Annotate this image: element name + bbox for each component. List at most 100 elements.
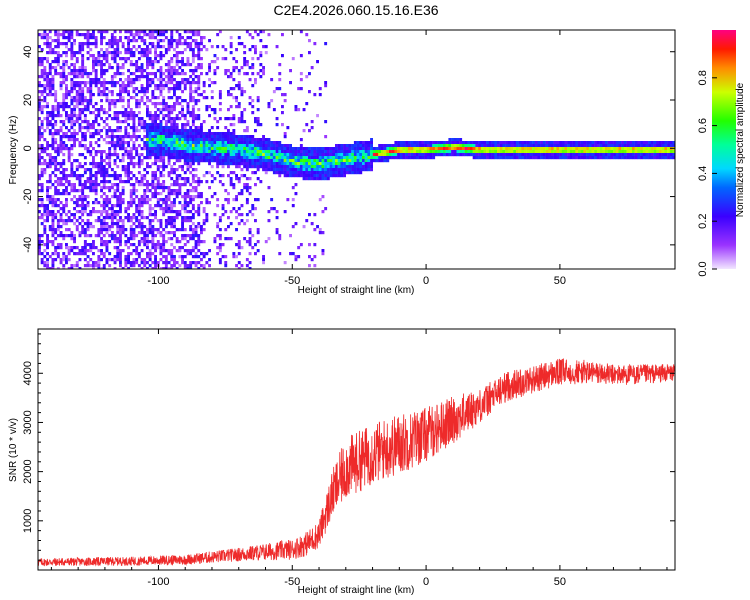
spectrogram-cell [100, 90, 103, 94]
spectrogram-cell [221, 144, 225, 148]
spectrogram-cell [240, 159, 244, 163]
spectrogram-cell [650, 150, 654, 154]
spectrogram-cell [119, 231, 122, 235]
spectrogram-cell [92, 105, 95, 109]
spectrogram-cell [108, 129, 112, 133]
spectrogram-cell [443, 150, 446, 154]
spectrogram-cell [94, 108, 98, 112]
spectrogram-cell [353, 162, 357, 166]
spectrogram-cell [62, 93, 66, 97]
spectrogram-cell [81, 249, 85, 253]
spectrogram-cell [105, 117, 109, 121]
spectrogram-cell [245, 189, 249, 193]
spectrogram-cell [235, 174, 238, 178]
spectrogram-cell [383, 156, 387, 160]
spectrogram-cell [189, 219, 193, 223]
spectrogram-cell [75, 84, 79, 88]
spectrogram-cell [48, 120, 52, 124]
spectrogram-cell [51, 105, 55, 109]
spectrogram-cell [235, 264, 238, 268]
spectrogram-cell [210, 159, 214, 163]
spectrogram-cell [221, 45, 225, 49]
spectrogram-cell [124, 234, 128, 238]
spectrogram-cell [73, 207, 76, 211]
spectrogram-cell [127, 93, 130, 97]
spectrogram-cell [151, 66, 155, 70]
spectrogram-cell [162, 165, 166, 169]
spectrogram-cell [181, 195, 184, 199]
spectrogram-cell [151, 231, 155, 235]
spectrogram-cell [167, 156, 171, 160]
spectrogram-cell [59, 207, 63, 211]
spectrogram-cell [46, 153, 49, 157]
spectrogram-cell [432, 144, 436, 148]
spectrogram-cell [667, 156, 670, 160]
spectrogram-cell [248, 141, 252, 145]
spectrogram-cell [164, 207, 168, 211]
spectrogram-cell [451, 144, 454, 148]
spectrogram-cell [75, 30, 79, 34]
spectrogram-cell [451, 138, 454, 142]
spectrogram-cell [224, 126, 228, 130]
spectrogram-cell [267, 33, 271, 37]
spectrogram-cell [173, 162, 176, 166]
spectrogram-cell [162, 183, 166, 187]
spectrogram-cell [167, 75, 171, 79]
spectrogram-cell [40, 135, 44, 139]
spectrogram-cell [167, 267, 171, 269]
spectrogram-cell [159, 150, 163, 154]
spectrogram-cell [48, 132, 52, 136]
spectrogram-cell [116, 246, 120, 250]
spectrogram-cell [59, 120, 63, 124]
spectrogram-cell [542, 153, 546, 157]
spectrogram-cell [100, 54, 103, 58]
spectrogram-cell [302, 162, 306, 166]
spectrogram-cell [297, 246, 301, 250]
spectrogram-cell [472, 150, 476, 154]
spectrogram-cell [299, 156, 303, 160]
spectrogram-cell [364, 150, 368, 154]
spectrogram-cell [38, 102, 41, 106]
spectrogram-cell [70, 153, 74, 157]
spectrogram-cell [299, 171, 303, 175]
spectrogram-cell [105, 240, 109, 244]
spectrogram-cell [62, 219, 66, 223]
spectrogram-cell [281, 93, 284, 97]
spectrogram-cell [121, 156, 125, 160]
spectrogram-cell [183, 219, 187, 223]
spectrogram-cell [154, 216, 157, 220]
spectrogram-cell [362, 150, 365, 154]
spectrogram-cell [132, 165, 136, 169]
spectrogram-cell [175, 87, 179, 91]
spectrogram-cell [321, 171, 325, 175]
spectrogram-cell [173, 183, 176, 187]
spectrogram-cell [143, 135, 147, 139]
spectrogram-cell [521, 150, 525, 154]
spectrogram-cell [154, 144, 157, 148]
spectrogram-cell [645, 153, 649, 157]
spectrogram-cell [56, 252, 60, 256]
spectrogram-cell [137, 213, 141, 217]
spectrogram-cell [132, 189, 136, 193]
spectrogram-cell [561, 150, 565, 154]
spectrogram-cell [286, 144, 290, 148]
spectrogram-cell [132, 144, 136, 148]
spectrogram-cell [326, 147, 330, 151]
spectrogram-cell [75, 60, 79, 64]
spectrogram-cell [92, 135, 95, 139]
spectrogram-cell [146, 99, 149, 103]
spectrogram-cell [59, 171, 63, 175]
spectrogram-cell [92, 57, 95, 61]
spectrogram-cell [540, 147, 544, 151]
spectrogram-cell [667, 150, 670, 154]
spectrogram-cell [175, 129, 179, 133]
spectrogram-cell [121, 198, 125, 202]
spectrogram-cell [135, 63, 139, 67]
spectrogram-cell [78, 162, 82, 166]
spectrogram-cell [221, 207, 225, 211]
spectrogram-cell [596, 156, 600, 160]
spectrogram-cell [48, 114, 52, 118]
spectrogram-cell [308, 177, 311, 181]
spectrogram-cell [70, 219, 74, 223]
snr-x-label: Height of straight line (km) [298, 585, 415, 596]
